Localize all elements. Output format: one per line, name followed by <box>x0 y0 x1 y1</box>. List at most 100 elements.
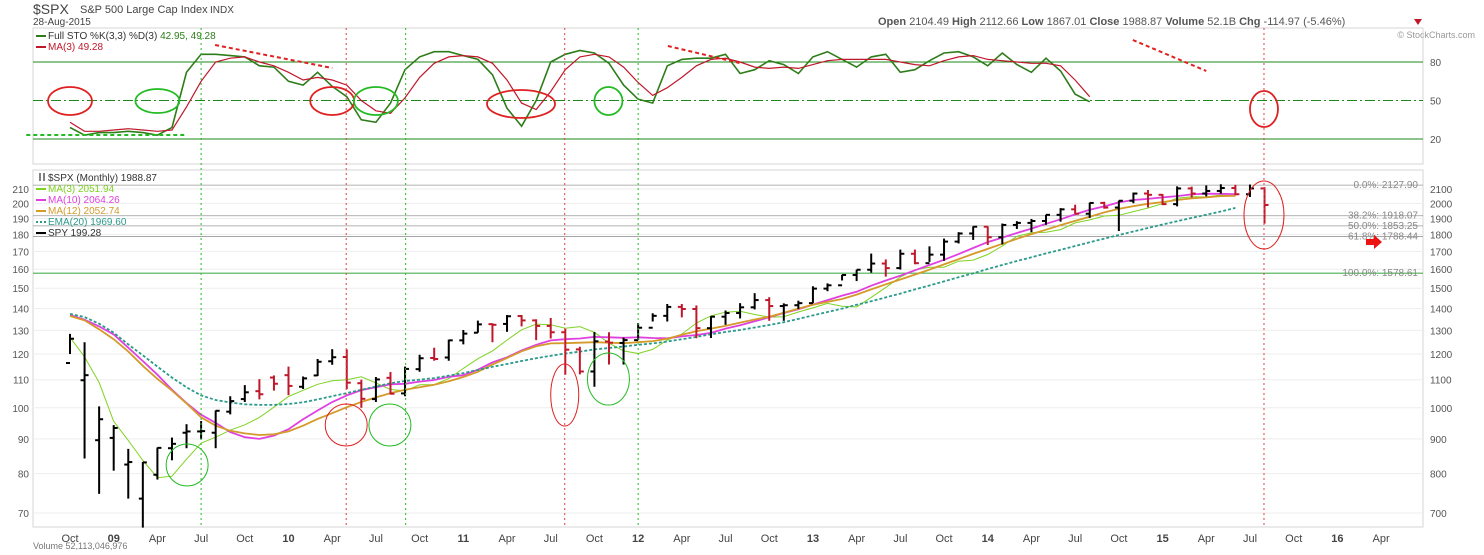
down-arrow-icon <box>1414 19 1422 25</box>
ohlc-bar <box>1216 184 1225 194</box>
right-tick-label: 1900 <box>1430 215 1453 226</box>
right-tick-label: 1000 <box>1430 404 1453 415</box>
right-tick-label: 2100 <box>1430 185 1453 196</box>
stochastic-legend: Full STO %K(3,3) %D(3) 42.95, 49.28 MA(3… <box>36 31 216 53</box>
ohlc-bar <box>167 437 176 461</box>
ohlc-bar <box>371 377 380 402</box>
ohlc-bar <box>940 238 949 261</box>
ohlc-bar <box>546 317 555 339</box>
left-tick-label: 140 <box>12 305 29 316</box>
price-gridlines <box>33 188 1423 514</box>
ohlc-bar <box>255 379 264 400</box>
price-axis-ticks: 700 70 800 80 900 90 1000 100 1100 110 1200 120 1300… <box>12 185 1452 520</box>
ohlc-bar <box>983 225 992 245</box>
x-tick-label: Oct <box>1285 533 1302 545</box>
ohlc-bar <box>998 223 1007 245</box>
ohlc-bar <box>1158 193 1167 206</box>
ohlc-bar <box>1114 199 1123 232</box>
ohlc-bar <box>517 314 526 327</box>
ohlc-bar <box>925 246 934 265</box>
x-tick-label: Jul <box>1243 533 1257 545</box>
close-value: 1988.87 <box>1122 16 1162 28</box>
stochastic-gridlines <box>33 61 1423 140</box>
left-tick-label: 90 <box>18 435 30 446</box>
x-tick-label: Jul <box>544 533 558 545</box>
right-arrow-icon <box>1366 235 1382 249</box>
ohlc-bar <box>109 425 118 471</box>
x-tick-label: Oct <box>61 533 78 545</box>
ohlc-bar <box>634 323 643 342</box>
index-name: S&P 500 Large Cap Index <box>80 4 208 16</box>
annotation-ellipse <box>593 86 624 116</box>
right-tick-label: 1100 <box>1430 376 1452 387</box>
ohlc-bar <box>66 333 74 365</box>
left-tick-label: 70 <box>18 509 30 520</box>
chart-date: 28-Aug-2015 <box>33 17 91 28</box>
ohlc-bar <box>430 347 439 361</box>
stochastic-lines <box>69 49 1091 137</box>
stochastic-ticks: 20 50 80 <box>1430 58 1442 146</box>
ohlc-bar <box>721 310 730 325</box>
ohlc-bar <box>226 396 235 415</box>
annotation-trendline <box>667 45 740 64</box>
sto-d-legend: MA(3) 49.28 <box>48 42 103 53</box>
sto-tick-label: 80 <box>1430 58 1442 69</box>
ohlc-bar <box>1100 201 1109 209</box>
right-tick-label: 1200 <box>1430 350 1453 361</box>
ma3-line <box>69 194 1236 479</box>
left-tick-label: 110 <box>13 376 29 387</box>
annotations <box>26 39 1285 487</box>
ohlc-bar <box>357 379 366 408</box>
annotation-ellipse <box>134 88 181 114</box>
legend-entry-spy: SPY 199.28 <box>48 228 102 239</box>
fib-level-label: 0.0%: 2127.90 <box>1354 180 1419 191</box>
left-tick-label: 170 <box>12 247 29 258</box>
ohlc-bar <box>1187 186 1196 198</box>
price-panel: 7007080080900901000100110011012001201300… <box>12 169 1453 528</box>
x-tick-label: Apr <box>1023 533 1040 545</box>
watermark: © StockCharts.com <box>1397 30 1475 40</box>
price-frame <box>32 169 1424 528</box>
legend-entry-price: $SPX (Monthly) 1988.87 <box>48 173 157 184</box>
ohlc-bar <box>1202 185 1211 197</box>
right-tick-label: 1800 <box>1430 230 1453 241</box>
x-tick-label: 15 <box>1156 533 1168 545</box>
ohlc-bar <box>240 385 249 402</box>
high-value: 2112.66 <box>980 16 1019 28</box>
left-tick-label: 100 <box>12 404 29 415</box>
right-tick-label: 1700 <box>1430 247 1453 258</box>
ohlc-summary: Open 2104.49 High 2112.66 Low 1867.01 Cl… <box>878 16 1345 28</box>
annotation-ellipse-price <box>165 443 209 487</box>
chart-header: $SPX S&P 500 Large Cap Index INDX 28-Aug… <box>33 1 1475 40</box>
low-value: 1867.01 <box>1047 16 1087 28</box>
signal-markers <box>200 28 1265 527</box>
left-tick-label: 210 <box>12 185 29 196</box>
annotation-ellipse <box>47 86 93 116</box>
chg-label: Chg <box>1239 16 1260 28</box>
ohlc-bar <box>1173 186 1182 207</box>
sto-tick-label: 20 <box>1430 135 1442 146</box>
right-tick-label: 800 <box>1430 470 1447 481</box>
sto-tick-label: 50 <box>1430 97 1442 108</box>
high-label: High <box>952 16 977 28</box>
legend-entry-ma10: MA(10) 2064.26 <box>48 195 120 206</box>
volume-label: Volume <box>1165 16 1204 28</box>
legend-entry-ma12: MA(12) 2052.74 <box>48 206 120 217</box>
annotation-ellipse <box>486 89 556 119</box>
x-tick-label: Apr <box>673 533 690 545</box>
ohlc-bar <box>706 315 715 339</box>
annotation-trendline <box>1132 39 1207 72</box>
open-value: 2104.49 <box>909 16 949 28</box>
ohlc-bar <box>1143 189 1152 208</box>
ohlc-bar <box>153 446 162 480</box>
ohlc-bar <box>444 339 453 361</box>
close-label: Close <box>1089 16 1119 28</box>
stochastic-panel: 20 50 80 Full STO %K(3,3) %D(3) 42.95, 49.… <box>32 27 1442 165</box>
ohlc-bar <box>765 297 774 321</box>
ohlc-bar <box>284 366 293 396</box>
ohlc-bar <box>1042 213 1051 225</box>
right-tick-label: 1600 <box>1430 265 1453 276</box>
right-tick-label: 2000 <box>1430 199 1453 210</box>
